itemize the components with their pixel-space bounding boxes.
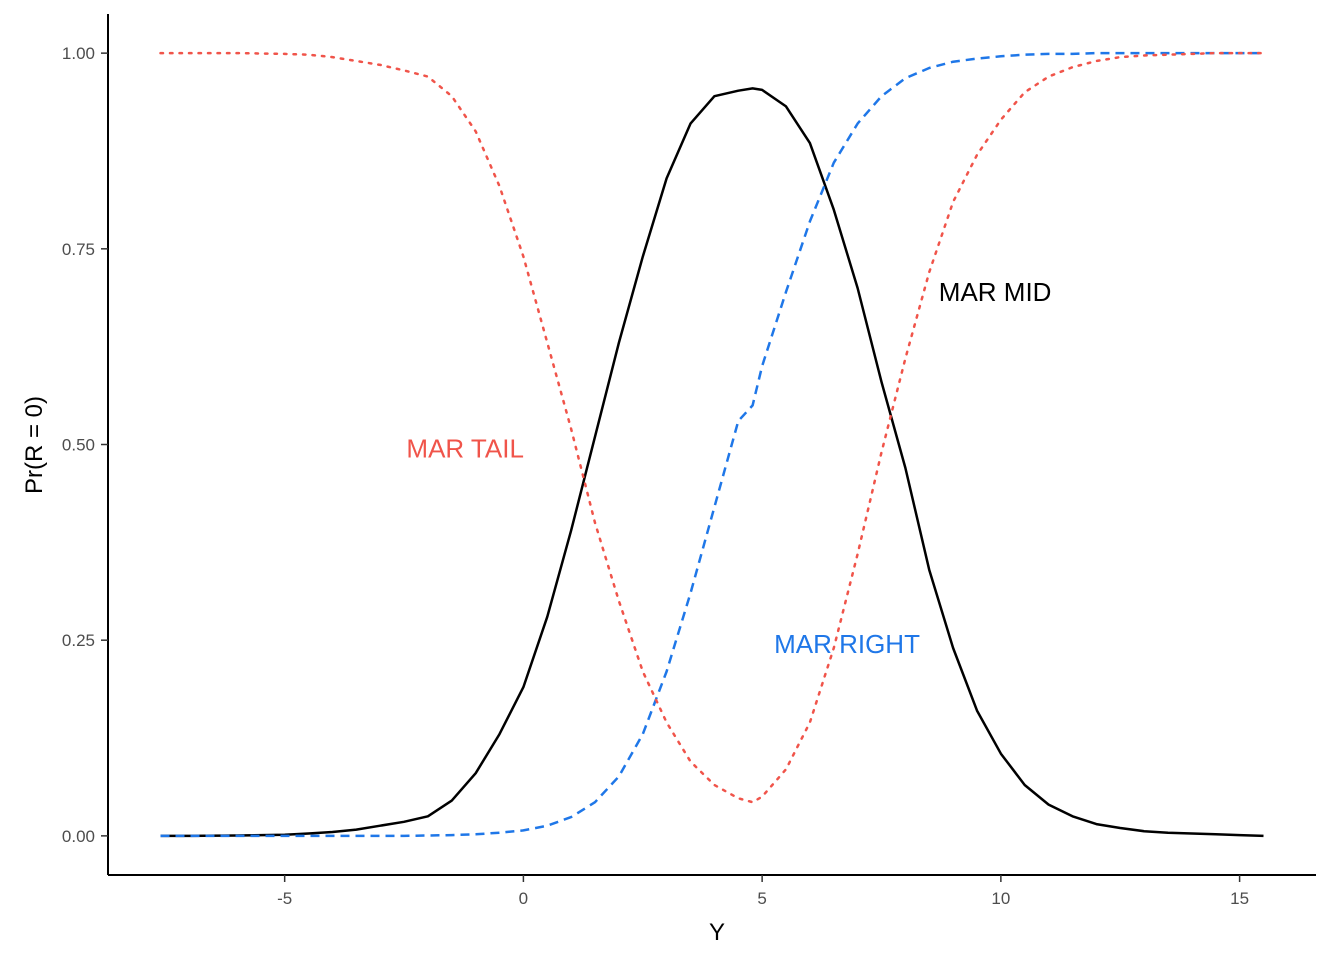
series-label-mar-right: MAR RIGHT [774, 629, 920, 659]
series-line-mar-mid [160, 87, 1264, 838]
series-label-mar-mid: MAR MID [939, 277, 1052, 307]
series-line-mar-tail [159, 51, 1265, 804]
y-tick-label: 1.00 [62, 44, 95, 63]
series-label-mar-tail: MAR TAIL [406, 433, 524, 463]
x-tick-label: 0 [519, 889, 528, 908]
x-tick-label: 15 [1230, 889, 1249, 908]
y-tick-label: 0.00 [62, 827, 95, 846]
y-axis-title: Pr(R = 0) [21, 396, 48, 494]
series-line-mar-right [160, 51, 1264, 838]
tick-marks: -5 0 5 10 15 0.00 0.25 0.50 0.75 1.00 [62, 44, 1249, 908]
x-tick-label: -5 [277, 889, 292, 908]
y-tick-label: 0.50 [62, 436, 95, 455]
y-tick-label: 0.25 [62, 631, 95, 650]
x-axis-title: Y [709, 919, 725, 946]
axes [107, 14, 1316, 876]
series-lines [159, 51, 1265, 838]
x-tick-label: 10 [991, 889, 1010, 908]
x-tick-label: 5 [757, 889, 766, 908]
y-tick-label: 0.75 [62, 240, 95, 259]
series-labels: MAR MID MAR RIGHT MAR TAIL [406, 277, 1051, 659]
